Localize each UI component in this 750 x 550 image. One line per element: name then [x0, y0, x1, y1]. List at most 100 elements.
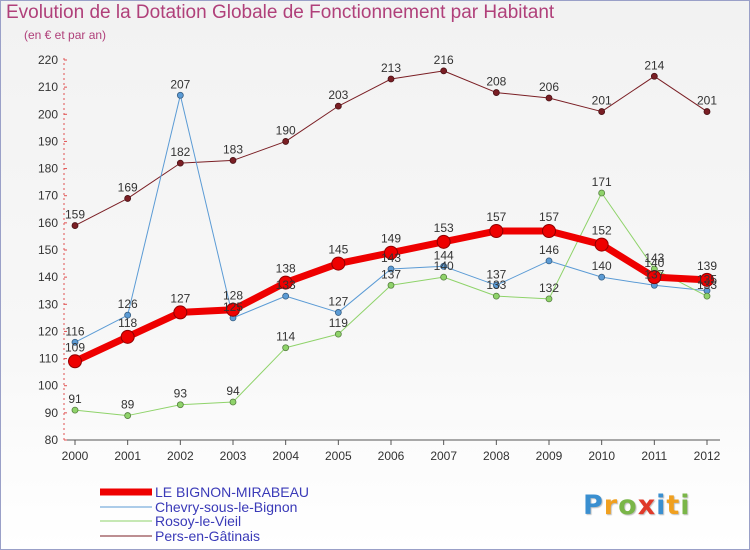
- legend-label: LE BIGNON-MIRABEAU: [155, 484, 310, 500]
- data-label: 125: [223, 300, 243, 314]
- y-tick-label: 130: [38, 297, 58, 311]
- data-label: 138: [276, 262, 296, 276]
- y-tick-label: 180: [38, 162, 58, 176]
- y-tick-label: 100: [38, 379, 58, 393]
- data-point: [173, 305, 188, 320]
- data-point: [492, 292, 500, 300]
- data-point: [650, 72, 658, 80]
- data-label: 140: [644, 256, 664, 270]
- data-label: 137: [381, 267, 401, 281]
- data-label: 203: [328, 88, 348, 102]
- y-tick-label: 120: [38, 324, 58, 338]
- data-label: 139: [697, 259, 717, 273]
- data-label: 128: [223, 289, 243, 303]
- data-label: 93: [174, 387, 188, 401]
- data-point: [545, 94, 553, 102]
- legend-swatch: [100, 535, 152, 537]
- data-point: [387, 265, 395, 273]
- data-point: [331, 256, 346, 271]
- data-label: 137: [486, 267, 506, 281]
- data-point: [703, 108, 711, 115]
- data-label: 91: [68, 392, 82, 406]
- data-point: [68, 354, 82, 369]
- data-label: 109: [65, 340, 85, 354]
- data-point: [229, 398, 237, 406]
- data-point: [387, 281, 395, 289]
- data-label: 145: [328, 243, 348, 257]
- y-tick-label: 190: [38, 134, 58, 148]
- data-point: [598, 108, 606, 115]
- data-label: 143: [644, 251, 664, 265]
- data-label: 201: [592, 94, 612, 108]
- chart-title: Evolution de la Dotation Globale de Fonc…: [6, 2, 555, 23]
- series-2: [71, 189, 711, 419]
- data-label: 201: [697, 94, 717, 108]
- data-label: 144: [434, 248, 454, 262]
- chart-subtitle: (en € et par an): [24, 28, 107, 42]
- y-tick-label: 220: [38, 53, 58, 67]
- data-label: 216: [434, 53, 454, 67]
- data-point: [124, 195, 132, 202]
- data-label: 149: [381, 232, 401, 246]
- data-label: 132: [539, 281, 559, 295]
- axes: 8090100110120130140150160170180190200210…: [38, 53, 721, 463]
- data-label: 213: [381, 61, 401, 75]
- line-chart: 8090100110120130140150160170180190200210…: [38, 53, 721, 463]
- data-point: [545, 295, 553, 303]
- data-point: [647, 270, 662, 285]
- data-point: [334, 330, 342, 338]
- x-tick-label: 2003: [220, 449, 247, 463]
- data-point: [282, 292, 290, 300]
- legend-label: Chevry-sous-le-Bignon: [155, 498, 298, 515]
- data-label: 143: [381, 251, 401, 265]
- data-point: [598, 273, 606, 281]
- y-tick-label: 110: [39, 352, 58, 366]
- x-tick-label: 2009: [536, 449, 563, 463]
- x-tick-label: 2004: [272, 449, 299, 463]
- data-label: 119: [329, 316, 348, 330]
- data-point: [124, 412, 132, 419]
- data-point: [71, 222, 79, 229]
- legend-label: Rosoy-le-Vieil: [155, 513, 242, 529]
- data-label: 127: [170, 291, 190, 305]
- y-tick-label: 150: [38, 243, 58, 257]
- data-point: [700, 272, 714, 287]
- x-tick-label: 2002: [167, 449, 194, 463]
- data-label: 169: [118, 180, 138, 194]
- data-point: [440, 67, 448, 75]
- data-point: [594, 237, 609, 252]
- data-point: [282, 344, 290, 352]
- series-1: [71, 91, 711, 346]
- x-tick-label: 2007: [430, 449, 457, 463]
- x-tick-label: 2000: [62, 449, 89, 463]
- x-tick-label: 2008: [483, 449, 510, 463]
- data-label: 94: [226, 384, 240, 398]
- series-3: [68, 224, 714, 369]
- data-label: 159: [65, 208, 85, 222]
- x-tick-label: 2012: [694, 449, 721, 463]
- data-point: [703, 292, 711, 300]
- data-label: 126: [118, 297, 138, 311]
- data-label: 133: [486, 278, 506, 292]
- x-tick-label: 2001: [114, 449, 141, 463]
- data-label: 208: [486, 75, 506, 89]
- data-label: 171: [592, 175, 612, 189]
- data-label: 182: [170, 145, 190, 159]
- data-point: [489, 224, 504, 238]
- x-tick-label: 2011: [641, 449, 667, 463]
- data-point: [436, 234, 451, 249]
- data-point: [440, 273, 448, 281]
- data-point: [124, 311, 132, 319]
- data-label-layer: 159 169 182 183 190 203 213 216 208 206 201 214 201 1…: [65, 53, 717, 412]
- x-tick-label: 2010: [588, 449, 615, 463]
- y-tick-label: 210: [38, 80, 58, 94]
- legend-swatch: [100, 520, 152, 522]
- data-point: [334, 309, 342, 316]
- data-point: [176, 159, 184, 167]
- data-label: 157: [486, 210, 506, 224]
- data-point: [334, 102, 342, 110]
- data-label: 127: [328, 294, 348, 308]
- y-tick-label: 160: [38, 216, 58, 230]
- data-point: [545, 257, 553, 265]
